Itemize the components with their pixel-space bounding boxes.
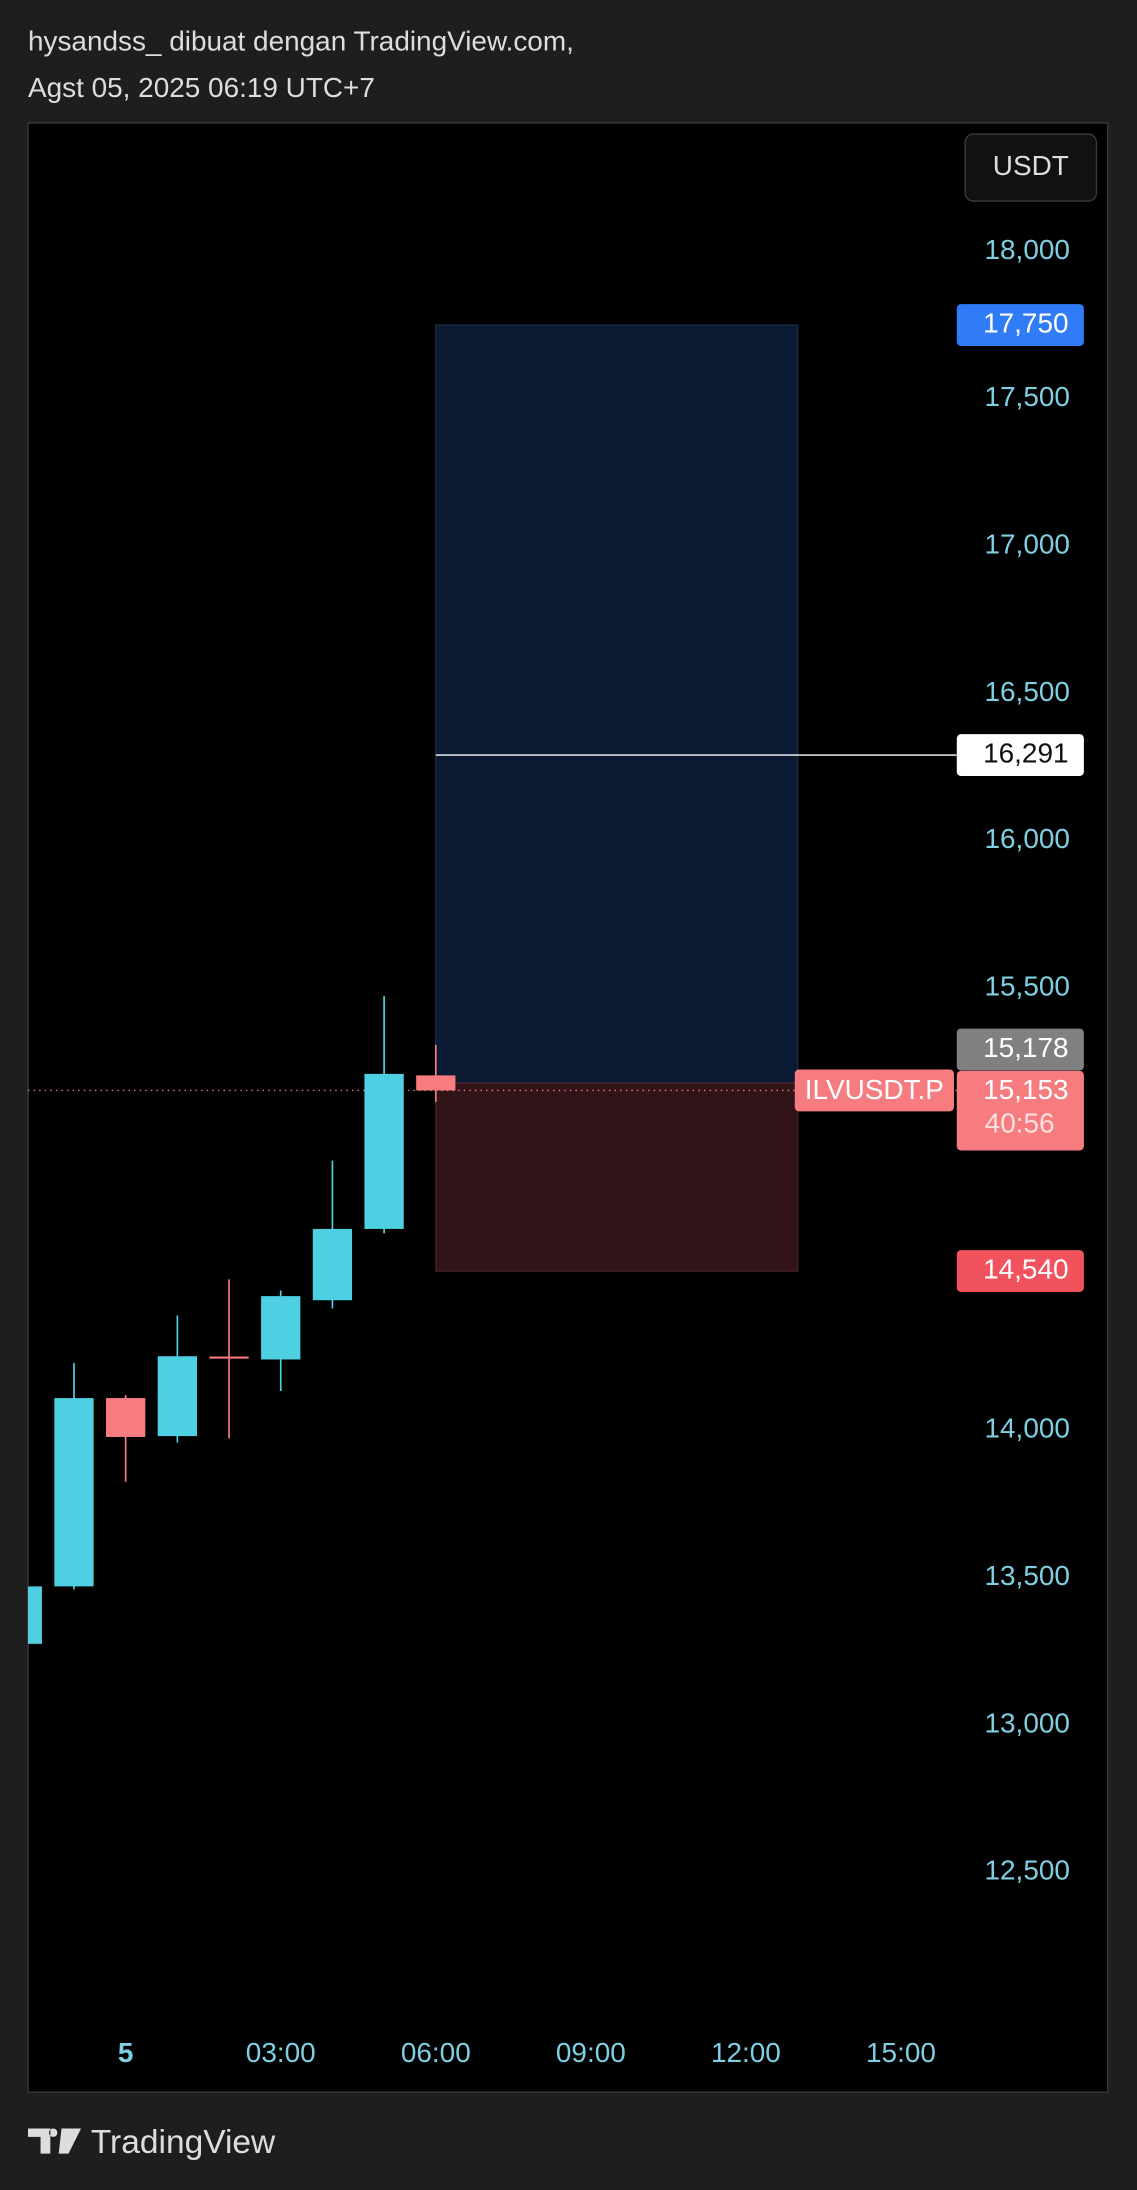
y-tick-label: 17,000 (985, 528, 1070, 559)
date-line: Agst 05, 2025 06:19 UTC+7 (28, 72, 375, 103)
price-tag (956, 1070, 1084, 1151)
x-tick-label: 06:00 (401, 2037, 471, 2068)
price-tag (956, 734, 1084, 776)
candle-body (27, 1586, 42, 1644)
x-tick-label: 5 (118, 2037, 134, 2068)
candle-body (416, 1075, 456, 1091)
loss-zone (435, 1082, 799, 1272)
candle-body (157, 1356, 197, 1437)
y-tick-label: 15,500 (985, 971, 1070, 1002)
y-tick-label: 16,500 (985, 676, 1070, 707)
candle-body (364, 1073, 404, 1229)
price-tag-label: 15,178 (983, 1032, 1068, 1063)
price-tag (956, 304, 1084, 347)
price-tag-label: 14,540 (983, 1253, 1068, 1284)
profit-zone (435, 324, 799, 1084)
candle-body (261, 1296, 301, 1360)
countdown: 40:56 (985, 1108, 1055, 1139)
price-tag (956, 1028, 1084, 1071)
x-tick-label: 15:00 (866, 2037, 936, 2068)
axis-layer: 18,000 17,500 17,000 16,500 16,000 15,500 14,0… (118, 234, 1084, 2068)
currency-button[interactable] (964, 133, 1098, 202)
symbol-label: ILVUSDT.P (805, 1074, 944, 1105)
price-tag (956, 1250, 1084, 1293)
y-tick-label: 12,500 (985, 1855, 1070, 1886)
x-tick-label: 03:00 (246, 2037, 316, 2068)
symbol-tag (794, 1069, 954, 1112)
y-tick-label: 14,000 (985, 1413, 1070, 1444)
candle-body (106, 1398, 146, 1437)
x-tick-label: 12:00 (711, 2037, 781, 2068)
price-tag-label: 15,153 (983, 1074, 1068, 1105)
x-tick-label: 09:00 (556, 2037, 626, 2068)
author-line: hysandss_ dibuat dengan TradingView.com, (28, 26, 574, 57)
currency-label[interactable]: USDT (993, 150, 1069, 181)
candle-body (312, 1228, 353, 1301)
candle-body (209, 1356, 249, 1359)
y-tick-label: 17,500 (985, 381, 1070, 412)
price-tag-label: 16,291 (983, 737, 1068, 768)
y-tick-label: 13,000 (985, 1707, 1070, 1738)
y-tick-label: 16,000 (985, 823, 1070, 854)
y-tick-label: 13,500 (985, 1560, 1070, 1591)
candle-body (54, 1398, 94, 1587)
price-tag-label: 17,750 (983, 307, 1068, 338)
y-tick-label: 18,000 (985, 234, 1070, 265)
plot-area (27, 324, 957, 1644)
tv-logo (27, 2128, 82, 2154)
brand: TradingView (91, 2124, 276, 2161)
